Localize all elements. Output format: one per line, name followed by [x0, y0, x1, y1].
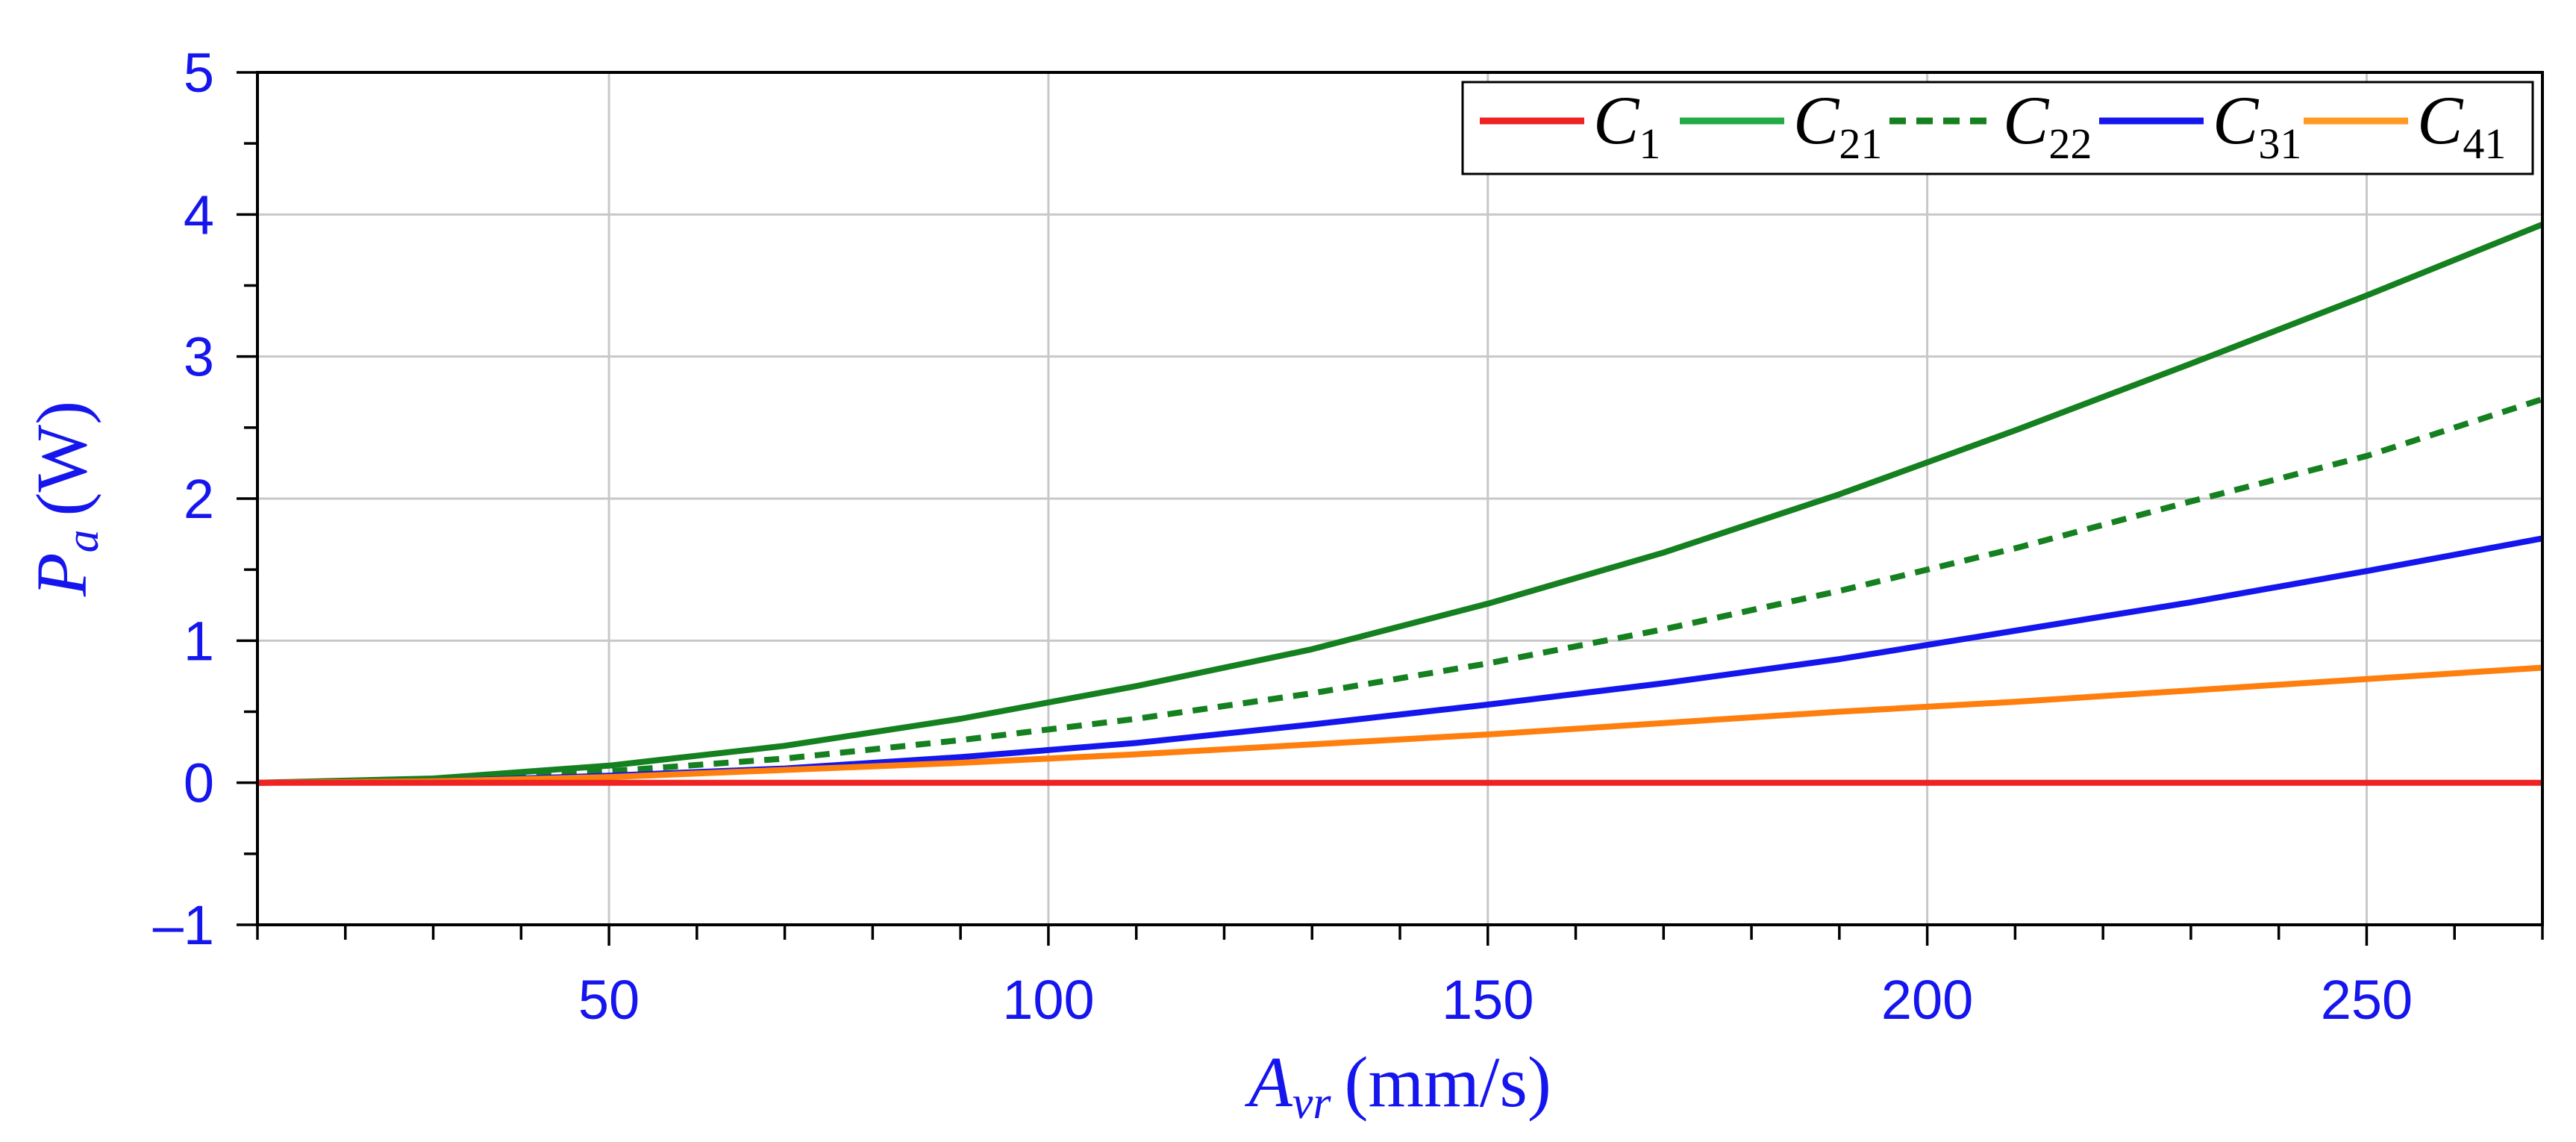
y-tick-label-4: 4	[184, 184, 214, 246]
legend-label-c41: C41	[2417, 82, 2506, 168]
y-tick-label-2: 2	[184, 468, 214, 530]
x-tick-labels: 50 100 150 200 250	[578, 969, 2413, 1031]
x-tick-label-200: 200	[1881, 969, 1973, 1031]
legend-label-c21: C21	[1793, 82, 1882, 168]
x-tick-label-150: 150	[1442, 969, 1534, 1031]
x-axis-subscript: vr	[1292, 1078, 1332, 1129]
y-tick-label--1: –1	[153, 894, 214, 956]
x-tick-label-100: 100	[1002, 969, 1094, 1031]
legend-label-c22: C22	[2003, 82, 2092, 168]
series-lines	[257, 221, 2544, 786]
legend-label-c1: C1	[1593, 82, 1660, 168]
legend-items: C1 C21 C22 C31 C41	[1480, 82, 2506, 168]
series-line-c31	[257, 535, 2543, 786]
series-line-c22	[257, 396, 2544, 786]
grid	[257, 72, 2542, 925]
legend-box	[1461, 81, 2534, 175]
y-tick-label-3: 3	[184, 326, 214, 388]
x-tick-label-50: 50	[578, 969, 640, 1031]
y-tick-label-1: 1	[184, 610, 214, 672]
y-axis-subscript: a	[57, 529, 108, 552]
series-line-c21	[257, 221, 2544, 786]
x-axis-symbol: A	[1244, 1042, 1292, 1122]
y-tick-labels: –1 0 1 2 3 4 5	[153, 42, 214, 956]
x-axis-title: Avr (mm/s)	[1244, 1042, 1551, 1129]
x-tick-label-250: 250	[2321, 969, 2413, 1031]
axis-ticks	[237, 71, 2544, 946]
y-axis-symbol: P	[22, 552, 101, 597]
x-axis-unit: (mm/s)	[1344, 1042, 1551, 1122]
series-line-c41	[257, 664, 2543, 786]
legend: C1 C21 C22 C31 C41	[1461, 81, 2534, 175]
y-tick-label-5: 5	[184, 42, 214, 104]
y-tick-label-0: 0	[184, 752, 214, 814]
y-axis-title: Pa (W)	[22, 401, 108, 597]
y-axis-unit: (W)	[22, 401, 101, 517]
legend-label-c31: C31	[2213, 82, 2301, 168]
